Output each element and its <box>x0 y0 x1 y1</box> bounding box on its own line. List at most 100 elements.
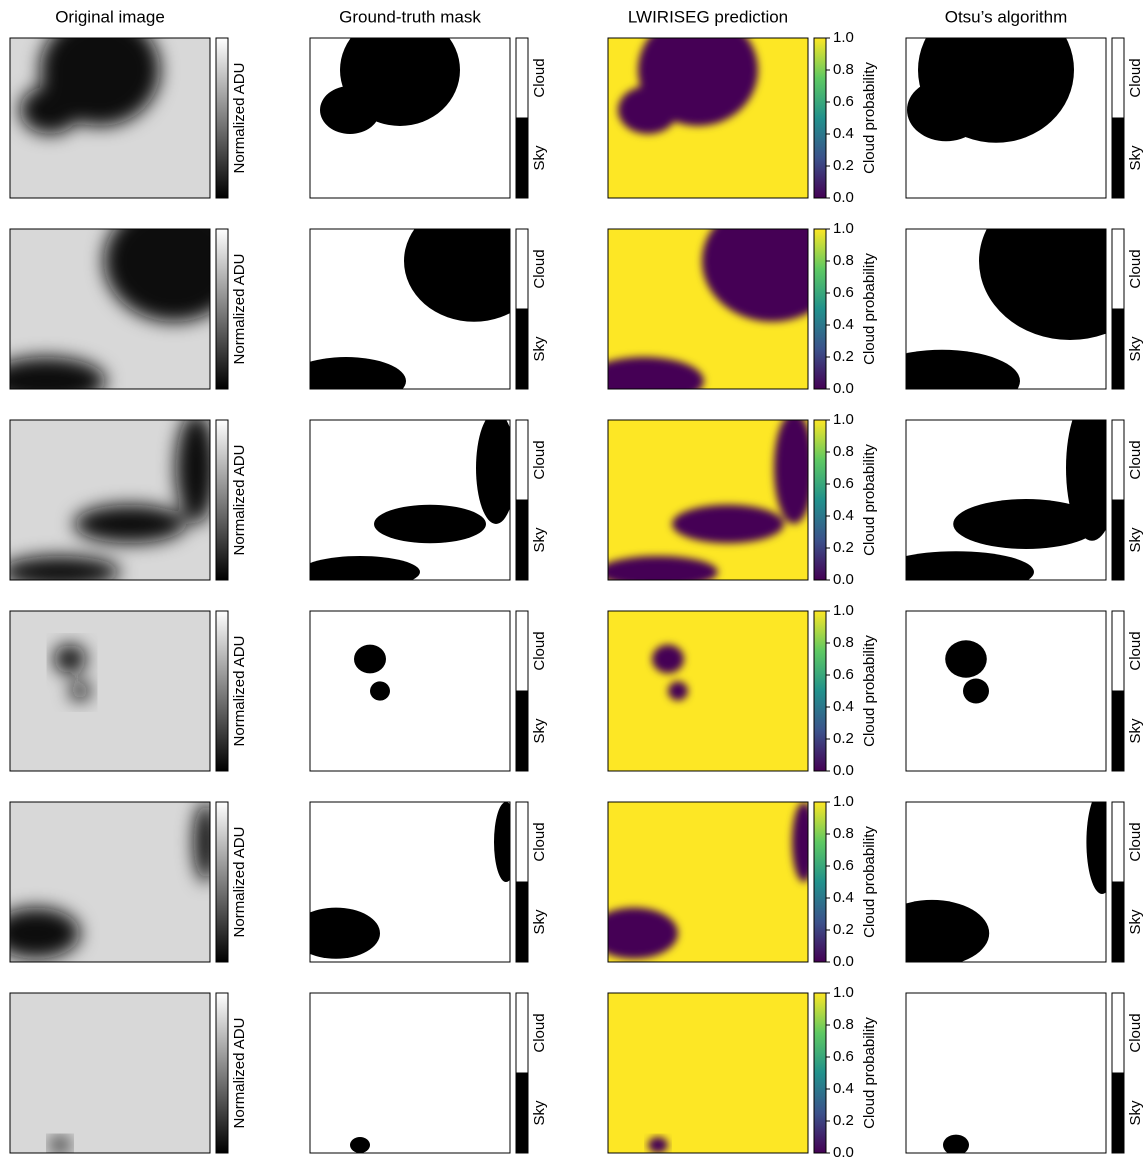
panel-frame <box>309 37 511 199</box>
panel-frame <box>607 37 809 199</box>
tick-label: 0.8 <box>833 61 854 78</box>
colorbar-sky <box>515 690 529 772</box>
tick-label: 0.4 <box>833 889 854 906</box>
image-panel <box>310 420 510 580</box>
colorbar-label: Cloud <box>531 249 548 288</box>
image-panel <box>310 611 510 771</box>
tick-label: 0.0 <box>833 762 854 779</box>
colorbar <box>813 610 827 772</box>
tick-label: 1.0 <box>833 29 854 46</box>
tick-label: 0.8 <box>833 825 854 842</box>
tick-label: 0.4 <box>833 125 854 142</box>
tick-label: 0.2 <box>833 348 854 365</box>
colorbar-label: Cloud probability <box>861 444 878 556</box>
tick-label: 0.6 <box>833 93 854 110</box>
colorbar <box>813 228 827 390</box>
tick-label: 0.6 <box>833 857 854 874</box>
tick-label: 0.2 <box>833 730 854 747</box>
colorbar-label: Cloud <box>1127 822 1144 861</box>
colorbar-label: Normalized ADU <box>231 827 248 938</box>
colorbar-label: Cloud <box>1127 249 1144 288</box>
colorbar-label: Cloud probability <box>861 62 878 174</box>
panel-frame <box>9 992 211 1154</box>
image-panel <box>906 993 1106 1153</box>
image-panel <box>608 802 808 962</box>
panel-frame <box>607 419 809 581</box>
colorbar-cloud <box>515 801 529 883</box>
colorbar-sky <box>515 308 529 390</box>
tick-label: 0.2 <box>833 921 854 938</box>
image-panel <box>310 38 510 198</box>
colorbar-label: Normalized ADU <box>231 636 248 747</box>
colorbar-label: Cloud <box>1127 58 1144 97</box>
tick-label: 0.8 <box>833 1016 854 1033</box>
colorbar-label: Cloud <box>531 1013 548 1052</box>
image-panel <box>608 611 808 771</box>
image-panel <box>608 229 808 389</box>
panel-frame <box>309 419 511 581</box>
colorbar-label: Cloud <box>531 822 548 861</box>
image-panel <box>906 802 1106 962</box>
tick-label: 0.4 <box>833 698 854 715</box>
colorbar-label: Cloud <box>531 631 548 670</box>
colorbar-label: Sky <box>1127 718 1144 744</box>
image-panel <box>906 611 1106 771</box>
colorbar <box>813 801 827 963</box>
colorbar <box>813 419 827 581</box>
colorbar-label: Normalized ADU <box>231 254 248 365</box>
tick-label: 0.0 <box>833 571 854 588</box>
tick-label: 0.2 <box>833 1112 854 1129</box>
colorbar-sky <box>1111 117 1125 199</box>
colorbar-label: Sky <box>531 909 548 935</box>
image-panel <box>608 38 808 198</box>
colorbar <box>215 228 229 390</box>
colorbar-sky <box>1111 1072 1125 1154</box>
tick-label: 0.2 <box>833 157 854 174</box>
colorbar-sky <box>515 499 529 581</box>
colorbar-label: Sky <box>1127 527 1144 553</box>
colorbar-sky <box>1111 881 1125 963</box>
colorbar <box>215 992 229 1154</box>
panel-frame <box>9 419 211 581</box>
colorbar-label: Cloud probability <box>861 1017 878 1129</box>
colorbar-label: Cloud probability <box>861 635 878 747</box>
tick-label: 0.8 <box>833 634 854 651</box>
tick-label: 0.6 <box>833 475 854 492</box>
image-panel <box>608 993 808 1153</box>
colorbar-cloud <box>515 610 529 692</box>
colorbar-label: Sky <box>531 145 548 171</box>
panel-frame <box>309 801 511 963</box>
colorbar-label: Sky <box>1127 145 1144 171</box>
image-panel <box>310 802 510 962</box>
column-title: Ground-truth mask <box>339 7 481 26</box>
tick-label: 1.0 <box>833 220 854 237</box>
image-panel <box>10 802 210 962</box>
colorbar-label: Normalized ADU <box>231 63 248 174</box>
colorbar-sky <box>1111 499 1125 581</box>
tick-label: 0.8 <box>833 252 854 269</box>
tick-label: 1.0 <box>833 793 854 810</box>
tick-label: 1.0 <box>833 602 854 619</box>
panel-frame <box>607 801 809 963</box>
panel-frame <box>905 610 1107 772</box>
colorbar <box>215 610 229 772</box>
panel-frame <box>607 228 809 390</box>
panel-frame <box>607 610 809 772</box>
colorbar-cloud <box>1111 37 1125 119</box>
colorbar-label: Sky <box>1127 1100 1144 1126</box>
colorbar-label: Cloud <box>531 58 548 97</box>
image-panel <box>10 229 210 389</box>
tick-label: 0.4 <box>833 1080 854 1097</box>
colorbar-sky <box>515 881 529 963</box>
image-panel <box>10 993 210 1153</box>
tick-label: 0.4 <box>833 507 854 524</box>
colorbar <box>813 992 827 1154</box>
colorbar-label: Cloud probability <box>861 253 878 365</box>
colorbar-sky <box>515 1072 529 1154</box>
panel-frame <box>9 610 211 772</box>
image-panel <box>310 993 510 1153</box>
panel-frame <box>309 992 511 1154</box>
image-panel <box>310 229 510 389</box>
colorbar-cloud <box>1111 801 1125 883</box>
